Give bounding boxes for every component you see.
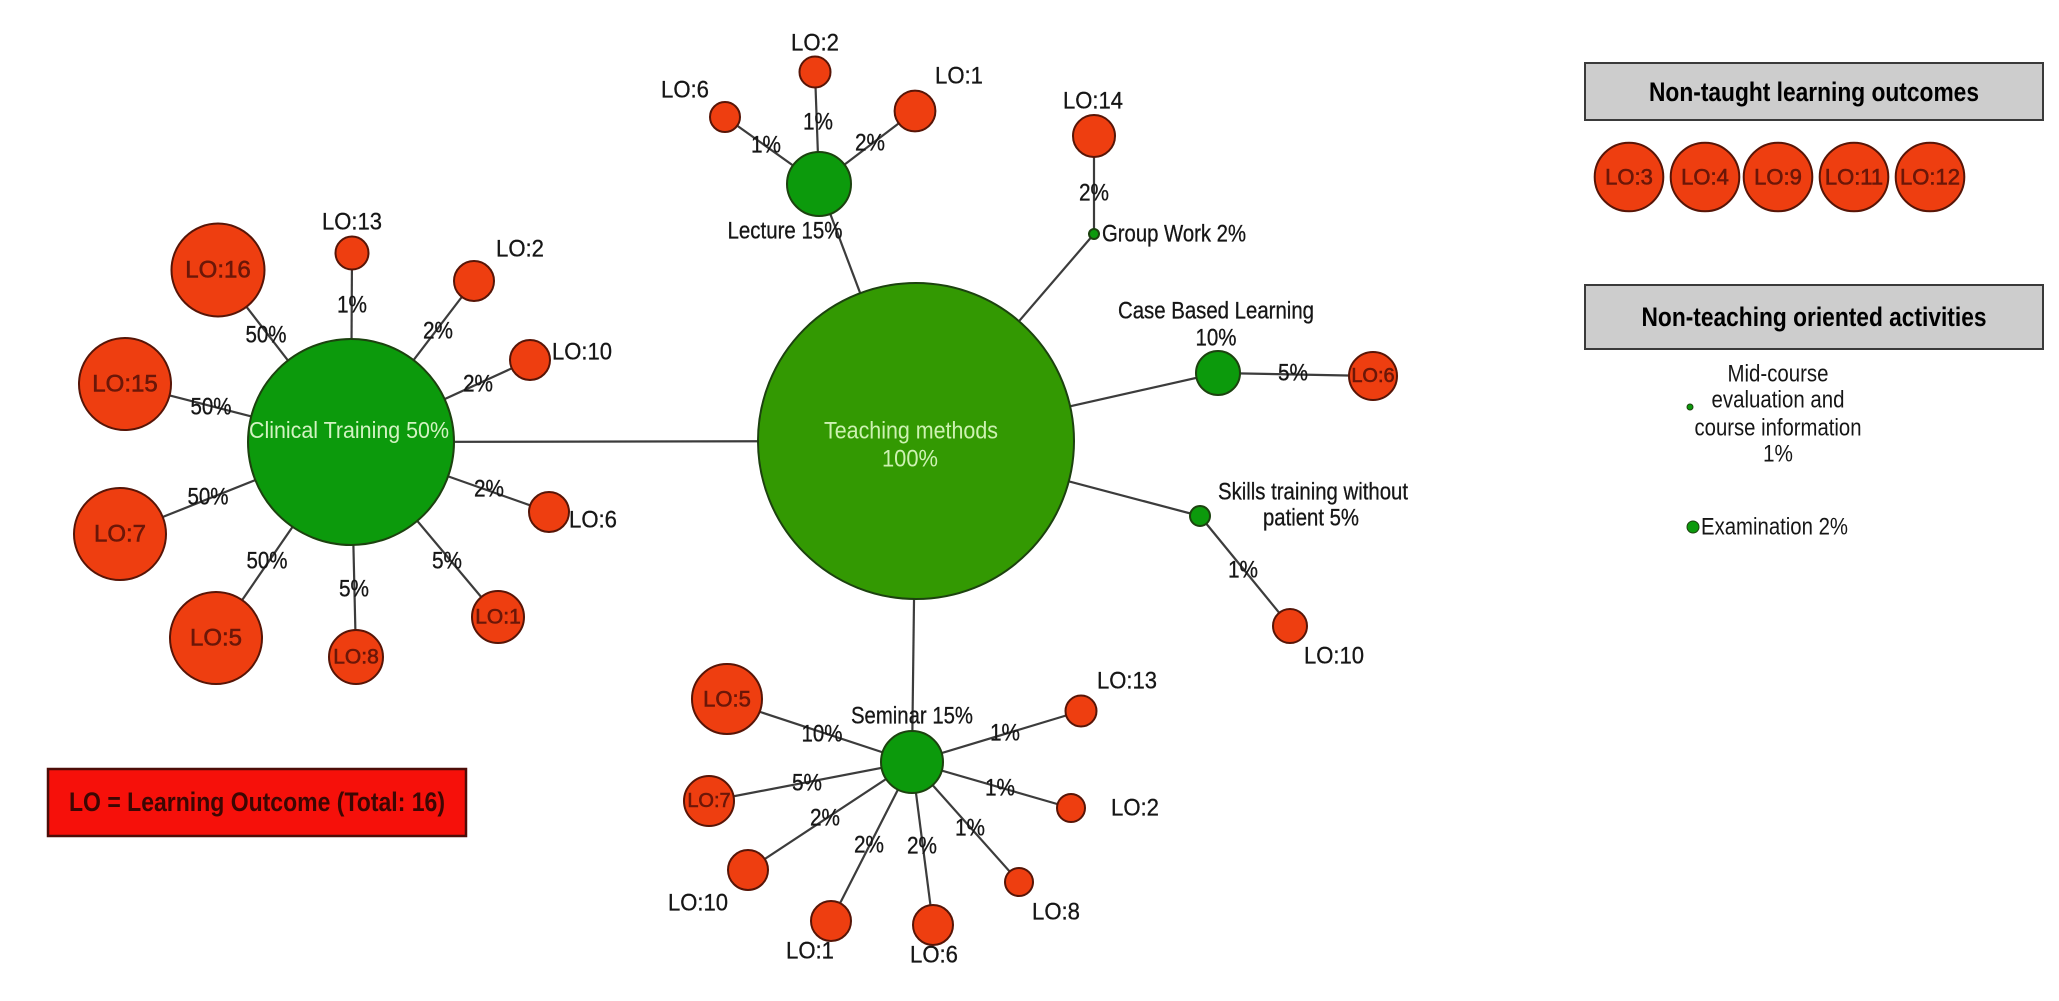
svg-text:LO:15: LO:15 bbox=[92, 371, 157, 398]
svg-text:Clinical Training 50%: Clinical Training 50% bbox=[249, 417, 449, 443]
svg-text:LO:5: LO:5 bbox=[703, 687, 751, 712]
svg-text:1%: 1% bbox=[990, 720, 1020, 747]
svg-text:50%: 50% bbox=[191, 394, 232, 421]
svg-text:1%: 1% bbox=[751, 132, 781, 159]
svg-text:LO:1: LO:1 bbox=[935, 63, 983, 90]
svg-text:patient 5%: patient 5% bbox=[1263, 505, 1359, 532]
svg-text:50%: 50% bbox=[247, 548, 288, 575]
svg-text:LO:2: LO:2 bbox=[1111, 795, 1159, 822]
svg-text:LO:6: LO:6 bbox=[910, 942, 958, 969]
svg-text:2%: 2% bbox=[810, 805, 840, 832]
svg-text:LO:10: LO:10 bbox=[668, 890, 728, 917]
svg-text:LO:4: LO:4 bbox=[1681, 165, 1729, 190]
svg-text:Seminar 15%: Seminar 15% bbox=[851, 703, 973, 730]
svg-text:5%: 5% bbox=[792, 770, 822, 797]
svg-text:Non-teaching oriented activiti: Non-teaching oriented activities bbox=[1642, 302, 1987, 332]
svg-text:Case Based Learning: Case Based Learning bbox=[1118, 298, 1314, 325]
svg-text:LO:1: LO:1 bbox=[786, 938, 834, 965]
svg-text:2%: 2% bbox=[463, 371, 493, 398]
svg-text:1%: 1% bbox=[803, 109, 833, 136]
svg-text:10%: 10% bbox=[1196, 325, 1237, 352]
svg-text:LO:13: LO:13 bbox=[1097, 668, 1157, 695]
svg-text:Group Work 2%: Group Work 2% bbox=[1102, 221, 1246, 248]
svg-text:LO:6: LO:6 bbox=[569, 507, 617, 534]
svg-text:50%: 50% bbox=[246, 322, 287, 349]
svg-text:LO:8: LO:8 bbox=[333, 646, 379, 669]
svg-text:evaluation and: evaluation and bbox=[1712, 387, 1845, 414]
svg-text:LO:8: LO:8 bbox=[1032, 899, 1080, 926]
svg-text:LO:9: LO:9 bbox=[1754, 165, 1802, 190]
svg-text:LO:12: LO:12 bbox=[1900, 165, 1960, 190]
svg-text:2%: 2% bbox=[1079, 180, 1109, 207]
svg-text:1%: 1% bbox=[337, 292, 367, 319]
svg-text:LO:6: LO:6 bbox=[1351, 365, 1394, 387]
svg-text:2%: 2% bbox=[855, 130, 885, 157]
svg-text:1%: 1% bbox=[1763, 441, 1793, 468]
svg-text:LO:5: LO:5 bbox=[190, 625, 242, 652]
svg-text:2%: 2% bbox=[907, 833, 937, 860]
svg-text:2%: 2% bbox=[854, 832, 884, 859]
svg-text:LO:11: LO:11 bbox=[1825, 165, 1883, 190]
svg-text:LO:13: LO:13 bbox=[322, 209, 382, 236]
svg-text:Lecture 15%: Lecture 15% bbox=[728, 218, 843, 245]
svg-text:5%: 5% bbox=[1278, 360, 1308, 387]
svg-text:LO:14: LO:14 bbox=[1063, 88, 1123, 115]
svg-text:LO:2: LO:2 bbox=[496, 236, 544, 263]
svg-text:2%: 2% bbox=[474, 476, 504, 503]
svg-text:50%: 50% bbox=[188, 484, 229, 511]
svg-text:100%: 100% bbox=[882, 446, 938, 473]
svg-text:Mid-course: Mid-course bbox=[1728, 361, 1829, 388]
svg-text:LO:10: LO:10 bbox=[552, 339, 612, 366]
svg-text:LO:10: LO:10 bbox=[1304, 643, 1364, 670]
svg-text:10%: 10% bbox=[802, 721, 843, 748]
svg-text:LO:7: LO:7 bbox=[94, 521, 146, 548]
svg-text:course information: course information bbox=[1695, 415, 1862, 442]
svg-text:LO = Learning Outcome (Total:: LO = Learning Outcome (Total: 16) bbox=[69, 787, 445, 817]
svg-text:2%: 2% bbox=[423, 318, 453, 345]
svg-text:1%: 1% bbox=[985, 775, 1015, 802]
svg-text:Skills training without: Skills training without bbox=[1218, 479, 1408, 506]
svg-text:LO:1: LO:1 bbox=[475, 606, 521, 629]
svg-text:Non-taught learning outcomes: Non-taught learning outcomes bbox=[1649, 77, 1979, 107]
svg-text:LO:6: LO:6 bbox=[661, 77, 709, 104]
svg-text:LO:7: LO:7 bbox=[687, 790, 730, 812]
svg-text:Teaching methods: Teaching methods bbox=[824, 418, 998, 445]
svg-text:1%: 1% bbox=[1228, 557, 1258, 584]
svg-text:5%: 5% bbox=[339, 576, 369, 603]
svg-text:LO:3: LO:3 bbox=[1605, 165, 1653, 190]
svg-text:LO:2: LO:2 bbox=[791, 30, 839, 57]
svg-text:5%: 5% bbox=[432, 548, 462, 575]
svg-text:LO:16: LO:16 bbox=[185, 257, 250, 284]
svg-text:Examination 2%: Examination 2% bbox=[1701, 514, 1848, 541]
svg-text:1%: 1% bbox=[955, 815, 985, 842]
